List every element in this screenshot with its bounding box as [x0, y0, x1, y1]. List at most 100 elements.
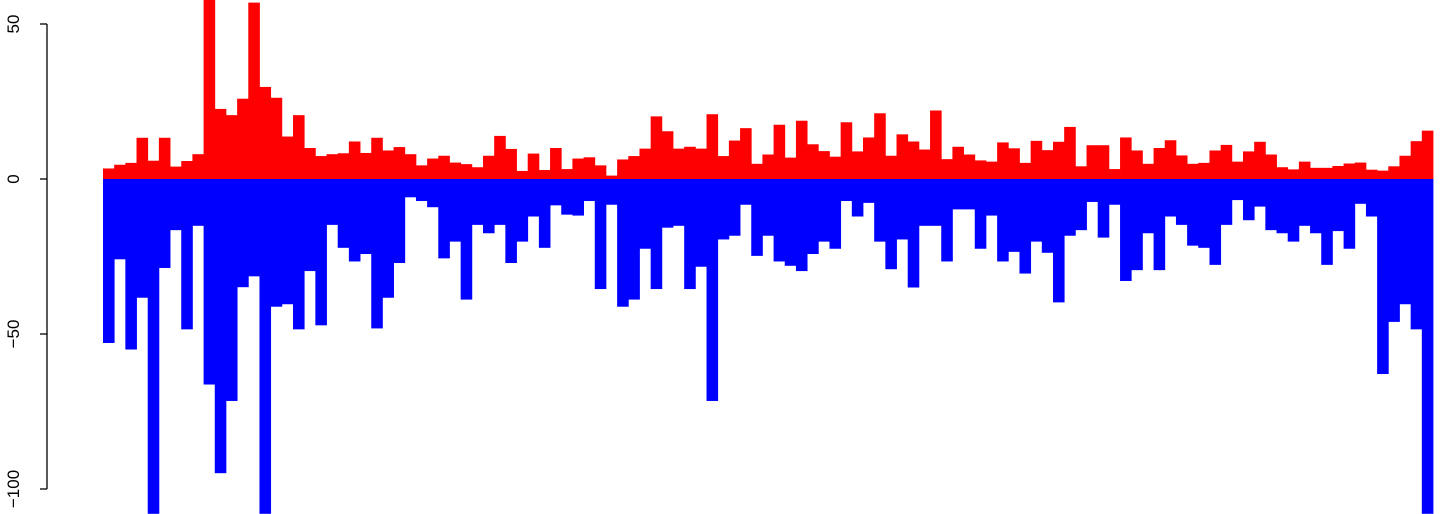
- positive-bar-59: [762, 154, 774, 179]
- negative-bar-96: [1175, 179, 1188, 225]
- positive-bar-2: [125, 162, 137, 179]
- negative-bar-63: [807, 179, 819, 255]
- positive-bar-77: [963, 154, 976, 179]
- negative-bar-111: [1343, 179, 1356, 249]
- positive-bar-111: [1343, 163, 1356, 179]
- negative-bar-7: [181, 179, 193, 330]
- negative-bar-70: [885, 179, 897, 270]
- negative-bar-25: [382, 179, 394, 298]
- negative-bar-2: [125, 179, 137, 350]
- negative-bar-104: [1265, 179, 1277, 231]
- negative-bar-106: [1287, 179, 1300, 242]
- positive-bar-61: [784, 157, 797, 179]
- negative-bar-14: [259, 179, 272, 514]
- negative-bar-15: [270, 179, 283, 307]
- negative-bar-84: [1041, 179, 1054, 253]
- positive-bar-41: [561, 169, 573, 179]
- positive-bar-44: [594, 165, 607, 179]
- positive-bar-3: [136, 137, 149, 179]
- positive-bar-57: [740, 128, 752, 179]
- negative-bar-101: [1231, 179, 1244, 201]
- negative-bar-31: [449, 179, 462, 242]
- positive-bar-94: [1153, 148, 1166, 179]
- positive-bar-39: [538, 170, 551, 179]
- negative-bar-50: [661, 179, 674, 228]
- negative-bar-4: [147, 179, 160, 514]
- negative-bar-40: [550, 179, 562, 206]
- positive-bar-4: [147, 160, 160, 179]
- negative-bar-89: [1097, 179, 1110, 238]
- positive-bar-35: [494, 135, 506, 179]
- positive-bar-17: [293, 115, 305, 179]
- negative-bar-105: [1276, 179, 1289, 234]
- y-tick-label-3: −100: [4, 470, 23, 508]
- negative-bar-78: [974, 179, 987, 249]
- positive-bar-118: [1421, 130, 1434, 179]
- negative-bar-5: [158, 179, 171, 268]
- positive-bar-21: [337, 153, 350, 179]
- positive-bar-14: [259, 86, 272, 179]
- negative-bar-95: [1164, 179, 1177, 217]
- negative-bar-73: [918, 179, 931, 226]
- positive-bar-88: [1086, 145, 1099, 179]
- positive-bar-30: [438, 155, 450, 179]
- negative-bar-85: [1053, 179, 1065, 303]
- positive-bar-84: [1041, 150, 1054, 179]
- negative-bar-110: [1332, 179, 1344, 232]
- positive-bar-31: [449, 162, 462, 179]
- negative-bar-35: [494, 179, 506, 225]
- negative-bar-12: [237, 179, 249, 288]
- positive-bar-69: [874, 113, 886, 179]
- positive-bar-95: [1164, 140, 1177, 179]
- positive-bar-56: [728, 140, 741, 179]
- negative-bar-57: [740, 179, 752, 205]
- positive-bar-25: [382, 150, 394, 179]
- positive-bar-33: [471, 167, 484, 179]
- positive-bar-104: [1265, 154, 1277, 179]
- positive-bar-13: [248, 2, 260, 179]
- positive-bar-54: [706, 114, 719, 179]
- positive-bar-107: [1298, 161, 1311, 179]
- positive-bar-78: [974, 160, 987, 179]
- negative-bar-30: [438, 179, 450, 259]
- negative-bar-10: [214, 179, 227, 474]
- negative-bar-82: [1019, 179, 1032, 274]
- negative-bar-43: [583, 179, 596, 202]
- y-axis: 50 0 −50 −100: [4, 15, 48, 508]
- negative-bar-112: [1354, 179, 1367, 204]
- positive-bar-87: [1075, 166, 1087, 179]
- positive-bar-43: [583, 157, 596, 179]
- negative-bar-3: [136, 179, 149, 298]
- positive-bar-16: [281, 136, 294, 179]
- positive-bar-52: [684, 146, 696, 179]
- positive-bar-99: [1209, 150, 1222, 179]
- positive-bar-66: [840, 122, 853, 179]
- negative-bar-37: [516, 179, 529, 242]
- negative-bar-117: [1410, 179, 1423, 330]
- negative-bar-48: [639, 179, 652, 249]
- negative-bar-107: [1298, 179, 1311, 226]
- positive-bar-26: [393, 147, 406, 179]
- negative-bar-87: [1075, 179, 1087, 231]
- positive-bar-83: [1030, 140, 1043, 179]
- positive-bar-75: [941, 159, 953, 179]
- positive-bar-98: [1198, 162, 1210, 179]
- negative-bar-71: [896, 179, 909, 240]
- negative-bar-72: [907, 179, 920, 288]
- negative-bar-0: [103, 179, 115, 343]
- negative-bar-18: [304, 179, 316, 272]
- negative-bar-21: [337, 179, 350, 248]
- negative-bar-49: [650, 179, 663, 290]
- positive-bar-115: [1388, 166, 1400, 179]
- positive-bar-24: [371, 137, 383, 179]
- negative-bar-41: [561, 179, 573, 215]
- positive-bar-19: [315, 156, 327, 179]
- negative-bar-34: [483, 179, 495, 234]
- positive-bar-63: [807, 144, 819, 179]
- positive-bar-91: [1120, 137, 1132, 179]
- negative-bar-1: [114, 179, 126, 260]
- negative-bar-38: [527, 179, 540, 217]
- negative-bar-23: [360, 179, 372, 255]
- positive-bar-114: [1377, 170, 1389, 179]
- positive-bar-28: [415, 165, 428, 179]
